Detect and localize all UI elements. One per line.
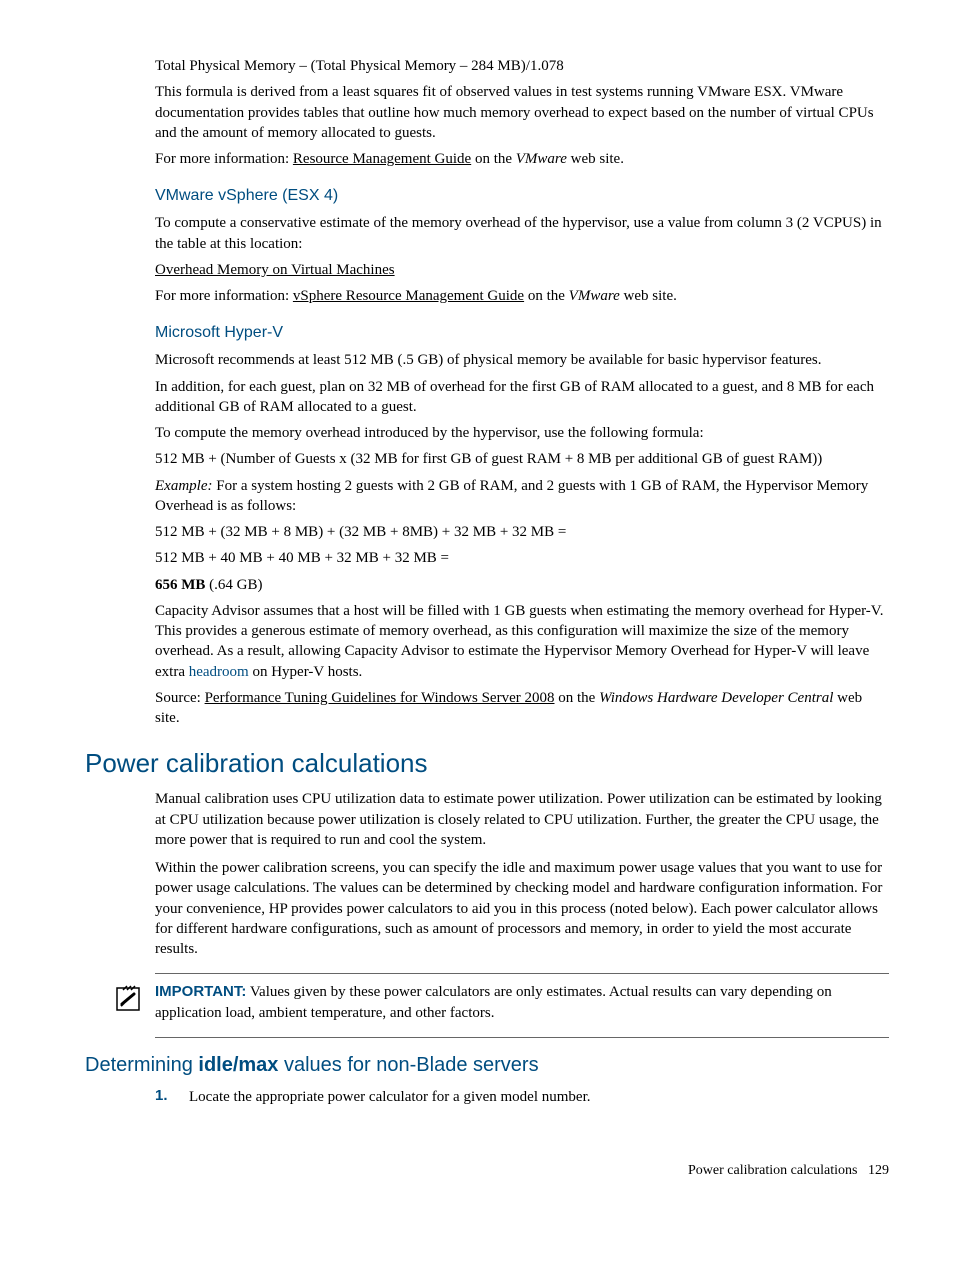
page-number: 129 [868, 1163, 889, 1178]
important-body: Values given by these power calculators … [155, 984, 832, 1020]
important-icon [113, 984, 149, 1019]
text: values for non-Blade servers [278, 1054, 538, 1076]
hyperv-p4: Capacity Advisor assumes that a host wil… [155, 601, 889, 682]
intro-formula: Total Physical Memory – (Total Physical … [155, 56, 889, 76]
intro-p2: For more information: Resource Managemen… [155, 149, 889, 169]
result-rest: (.64 GB) [205, 577, 262, 593]
resource-mgmt-guide-link[interactable]: Resource Management Guide [293, 151, 471, 167]
headroom-xref[interactable]: headroom [189, 664, 249, 680]
vsphere-guide-link[interactable]: vSphere Resource Management Guide [293, 288, 524, 304]
text: Source: [155, 690, 205, 706]
intro-p1: This formula is derived from a least squ… [155, 82, 889, 143]
idle-max-bold: idle/max [198, 1054, 278, 1076]
text: web site. [620, 288, 677, 304]
vmware-p1: To compute a conservative estimate of th… [155, 213, 889, 254]
vmware-heading: VMware vSphere (ESX 4) [155, 187, 889, 205]
power-heading: Power calibration calculations [85, 748, 889, 779]
text: on the [471, 151, 516, 167]
vmware-name: VMware [516, 151, 567, 167]
perf-tuning-link[interactable]: Performance Tuning Guidelines for Window… [205, 690, 555, 706]
page-footer: Power calibration calculations 129 [85, 1163, 889, 1179]
list-item: 1. Locate the appropriate power calculat… [155, 1087, 889, 1113]
text: on the [524, 288, 569, 304]
text: on Hyper-V hosts. [249, 664, 363, 680]
hyperv-p3: To compute the memory overhead introduce… [155, 423, 889, 443]
hyperv-source: Source: Performance Tuning Guidelines fo… [155, 688, 889, 729]
whdc-name: Windows Hardware Developer Central [599, 690, 833, 706]
hyperv-p1: Microsoft recommends at least 512 MB (.5… [155, 350, 889, 370]
hyperv-p2: In addition, for each guest, plan on 32 … [155, 377, 889, 418]
hyperv-result: 656 MB (.64 GB) [155, 575, 889, 595]
power-p2: Within the power calibration screens, yo… [155, 858, 889, 959]
text: on the [555, 690, 600, 706]
example-label: Example: [155, 478, 212, 494]
vmware-p2: For more information: vSphere Resource M… [155, 286, 889, 306]
power-p1: Manual calibration uses CPU utilization … [155, 789, 889, 850]
footer-text: Power calibration calculations [688, 1163, 858, 1178]
hyperv-heading: Microsoft Hyper-V [155, 324, 889, 342]
example-text: For a system hosting 2 guests with 2 GB … [155, 478, 868, 514]
hyperv-example: Example: For a system hosting 2 guests w… [155, 476, 889, 517]
list-text: Locate the appropriate power calculator … [189, 1087, 591, 1107]
hyperv-calc2: 512 MB + 40 MB + 40 MB + 32 MB + 32 MB = [155, 548, 889, 568]
text: web site. [567, 151, 624, 167]
text: Determining [85, 1054, 198, 1076]
hyperv-formula1: 512 MB + (Number of Guests x (32 MB for … [155, 449, 889, 469]
important-callout: IMPORTANT: Values given by these power c… [155, 973, 889, 1038]
important-label: IMPORTANT: [155, 983, 246, 1000]
text: For more information: [155, 288, 293, 304]
determining-heading: Determining idle/max values for non-Blad… [85, 1054, 889, 1077]
important-text: IMPORTANT: Values given by these power c… [155, 982, 889, 1023]
list-number: 1. [155, 1087, 189, 1113]
hyperv-calc1: 512 MB + (32 MB + 8 MB) + (32 MB + 8MB) … [155, 522, 889, 542]
text: For more information: [155, 151, 293, 167]
result-bold: 656 MB [155, 577, 205, 593]
vmware-name: VMware [569, 288, 620, 304]
overhead-memory-link[interactable]: Overhead Memory on Virtual Machines [155, 262, 395, 278]
